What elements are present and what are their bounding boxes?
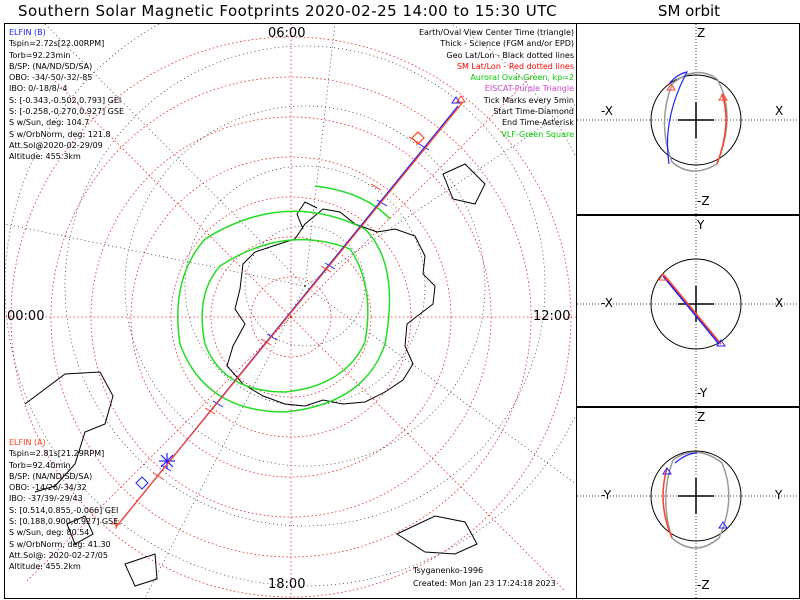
orbit-panel-title: SM orbit xyxy=(657,2,721,20)
orbit-plot-xz xyxy=(577,24,799,214)
elfin-b-line: S: [-0.343,-0.502,0.793] GEI xyxy=(9,95,122,105)
elfin-b-line: S: [-0.258,-0.270,0.927] GSE xyxy=(9,107,124,117)
credit-created: Created: Mon Jan 23 17:24:18 2023 xyxy=(413,579,556,588)
elfin-a-line: S: [0.514,0.855,-0.066] GEI xyxy=(9,505,119,515)
elfin-b-info: ELFIN (B) Tspin=2.72s[22.00RPM] Torb=92.… xyxy=(9,27,124,163)
auroral-oval xyxy=(177,185,391,413)
orbit-xy-bottom: -Y xyxy=(697,386,708,400)
orbit-plot-xy xyxy=(577,216,799,406)
legend-item: EISCAT-Purple Triangle xyxy=(484,84,574,94)
legend-item: VLF-Green Square xyxy=(501,129,574,139)
antarctica-coastline xyxy=(24,163,486,587)
hour-label-18: 18:00 xyxy=(268,577,306,592)
elfin-b-line: Att.Sol@2020-02-29/09 xyxy=(9,140,103,150)
elfin-b-line: Tspin=2.72s[22.00RPM] xyxy=(9,39,105,49)
orbit-yz-top: Z xyxy=(697,410,706,424)
polar-map-panel: 06:00 00:00 12:00 18:00 ELFIN (B) Tspin=… xyxy=(4,23,577,599)
polar-map xyxy=(5,24,576,598)
elfin-b-line: IBO: 0/-18/8/-4 xyxy=(9,84,68,94)
orbit-yz-bottom: -Z xyxy=(697,578,710,592)
elfin-a-line: Torb=92.40min xyxy=(9,460,71,470)
orbit-plot-yz xyxy=(577,408,799,598)
elfin-a-line: Att.Sol@: 2020-02-27/05 xyxy=(9,550,108,560)
plot-title: Southern Solar Magnetic Footprints 2020-… xyxy=(17,2,558,20)
legend: Earth/Oval View Center Time (triangle) T… xyxy=(419,27,574,140)
legend-item: Earth/Oval View Center Time (triangle) xyxy=(418,28,574,37)
legend-item: Geo Lat/Lon - Black dotted lines xyxy=(446,50,574,60)
hour-label-00: 00:00 xyxy=(7,309,45,324)
elfin-a-line: S w/Sun, deg: 80.54 xyxy=(9,528,90,538)
hour-label-12: 12:00 xyxy=(533,309,571,324)
orbit-xz-top: Z xyxy=(697,26,706,40)
elfin-a-line: S w/OrbNorm, deg: 41.30 xyxy=(9,539,111,549)
elfin-b-track xyxy=(120,96,461,522)
orbit-xy-right: X xyxy=(775,296,784,310)
orbit-panel-yz: Z -Z -Y Y xyxy=(576,407,800,599)
orbit-xz-left: -X xyxy=(601,104,613,118)
elfin-a-line: Altitude: 455.2km xyxy=(9,562,81,572)
orbit-yz-right: Y xyxy=(775,488,783,502)
legend-item: Thick - Science (FGM and/or EPD) xyxy=(440,39,574,49)
elfin-a-line: B/SP: (NA/ND/SD/SA) xyxy=(9,471,93,481)
legend-item: Auroral Oval-Green, kp=2 xyxy=(470,73,574,83)
elfin-a-info: ELFIN (A) Tspin=2.81s[21.29RPM] Torb=92.… xyxy=(9,437,118,573)
elfin-b-name: ELFIN (B) xyxy=(9,28,46,37)
elfin-a-name: ELFIN (A) xyxy=(9,438,46,447)
elfin-a-line: IBO: -37/39/-29/43 xyxy=(9,494,83,504)
legend-item: Start Time-Diamond xyxy=(493,107,574,117)
hour-label-06: 06:00 xyxy=(268,26,306,41)
elfin-a-line: Tspin=2.81s[21.29RPM] xyxy=(9,449,105,459)
elfin-a-line: OBO: -14/26/-34/32 xyxy=(9,483,87,493)
elfin-b-line: OBO: -34/-50/-32/-85 xyxy=(9,73,93,83)
orbit-panel-xz: Z -Z -X X xyxy=(576,23,800,215)
elfin-b-line: S w/OrbNorm, deg: 121.8 xyxy=(9,129,111,139)
legend-item: SM Lat/Lon - Red dotted lines xyxy=(456,61,574,71)
legend-item: Tick Marks every 5min xyxy=(483,95,574,105)
legend-item: End Time-Asterisk xyxy=(501,118,574,128)
elfin-b-line: Altitude: 455.3km xyxy=(9,152,81,162)
elfin-b-line: B/SP: (NA/ND/SD/SA) xyxy=(9,61,93,71)
elfin-a-track xyxy=(111,95,466,529)
orbit-xz-bottom: -Z xyxy=(697,194,710,208)
credit-author: Tsyganenko-1996 xyxy=(413,566,484,575)
elfin-b-line: S w/Sun, deg: 104.7 xyxy=(9,118,90,128)
orbit-yz-left: -Y xyxy=(601,488,612,502)
orbit-panel-xy: Y -Y -X X xyxy=(576,215,800,407)
orbit-xz-right: X xyxy=(775,104,784,118)
elfin-b-line: Torb=92.23min xyxy=(9,50,71,60)
elfin-a-line: S: [0.188,0.900,0.927] GSE xyxy=(9,517,119,527)
orbit-xy-top: Y xyxy=(697,218,705,232)
orbit-xy-left: -X xyxy=(601,296,613,310)
sm-grid-meridians xyxy=(5,24,576,598)
